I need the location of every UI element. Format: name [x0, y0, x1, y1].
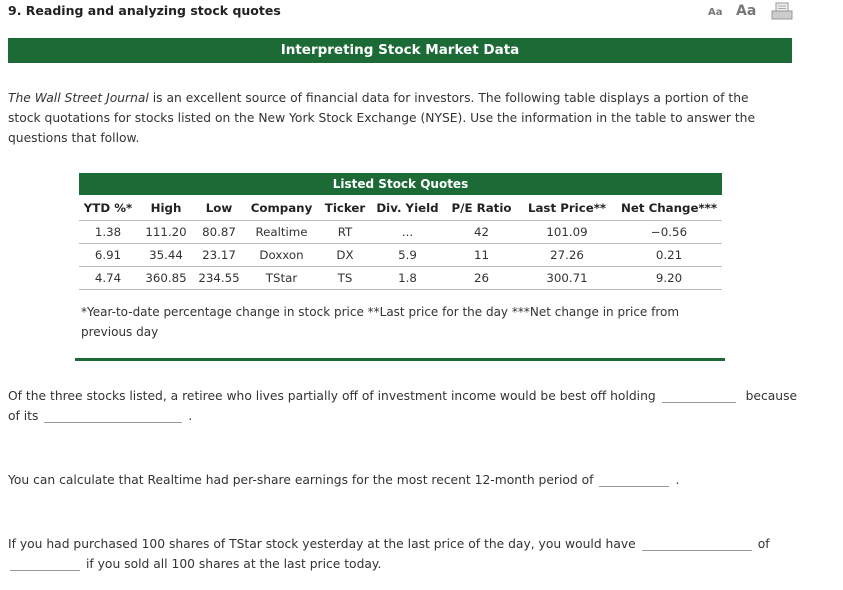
question-1: Of the three stocks listed, a retiree wh… — [8, 386, 798, 426]
table-row: 1.38 111.20 80.87 Realtime RT... 42 101.09 −0.5… — [79, 220, 722, 244]
question-2: You can calculate that Realtime had per-… — [8, 470, 798, 490]
table-cell: 80.87 — [195, 220, 243, 244]
table-body: 1.38 111.20 80.87 Realtime RT... 42 101.09 −0.5… — [79, 220, 722, 290]
table-cell: 23.17 — [195, 243, 243, 267]
table-cell: 360.85 — [137, 266, 195, 290]
table-cell: 27.26 — [518, 243, 616, 267]
column-header: P/E Ratio — [451, 200, 512, 215]
table-cell: DX — [320, 243, 370, 267]
table-cell: TS — [320, 266, 370, 290]
table-cell: 11 — [445, 243, 518, 267]
print-icon[interactable] — [771, 2, 793, 22]
table-cell: 111.20 — [137, 220, 195, 244]
question-3: If you had purchased 100 shares of TStar… — [8, 534, 798, 574]
table-row: 4.74 360.85 234.55 TStar TS 1.8 26 300.71 9.20 — [79, 266, 722, 290]
stock-table: YTD %* High Low Company Ticker Div. Yield P/E … — [79, 195, 722, 290]
table-cell: 42 — [445, 220, 518, 244]
table-cell: 35.44 — [137, 243, 195, 267]
column-header: Low — [205, 200, 233, 215]
table-cell: Doxxon — [243, 243, 320, 267]
q-text: of its — [8, 409, 39, 423]
q-text: If you had purchased 100 shares of TStar… — [8, 537, 636, 551]
q-text: . — [188, 409, 193, 423]
table-cell: −0.56 — [616, 220, 722, 244]
answer-blank[interactable] — [661, 388, 736, 403]
table-cell: 0.21 — [616, 243, 722, 267]
table-cell: 101.09 — [518, 220, 616, 244]
header-row: YTD %* High Low Company Ticker Div. Yield P/E … — [79, 195, 722, 221]
table-cell: Realtime — [243, 220, 320, 244]
column-header: Last Price** — [527, 200, 607, 215]
banner: Interpreting Stock Market Data — [8, 38, 792, 63]
column-header: High — [150, 200, 182, 215]
table-cell: 1.38 — [79, 220, 137, 244]
table-cell: 5.9 — [370, 243, 445, 267]
source: The Wall Street Journal — [8, 91, 149, 105]
q-text: because — [745, 389, 798, 403]
footnote: *Year-to-date percentage change in stock… — [81, 305, 680, 339]
table-cell: 4.74 — [79, 266, 137, 290]
column-header: Div. Yield — [376, 200, 439, 215]
q-text: of — [757, 537, 770, 551]
answer-blank[interactable] — [641, 536, 752, 551]
table-cell: 1.8 — [370, 266, 445, 290]
intro: The Wall Street Journal is an excellent … — [8, 88, 783, 148]
column-header: Net Change*** — [621, 200, 717, 215]
answer-blank[interactable] — [44, 408, 183, 423]
table-caption: Listed Stock Quotes — [79, 173, 722, 195]
column-header: Ticker — [324, 200, 366, 215]
table-row: 6.91 35.44 23.17 Doxxon DX 5.9 11 27.26 0.21 — [79, 243, 722, 267]
font-larger[interactable]: Aa — [736, 3, 757, 19]
table-cell: 26 — [445, 266, 518, 290]
q-text: if you sold all 100 shares at the last p… — [86, 557, 382, 571]
column-header: YTD %* — [83, 200, 133, 215]
table-cell: 300.71 — [518, 266, 616, 290]
table-cell: RT — [320, 220, 370, 244]
column-header: Company — [250, 200, 313, 215]
answer-blank[interactable] — [599, 472, 670, 487]
table-cell: TStar — [243, 266, 320, 290]
table-cell: 234.55 — [195, 266, 243, 290]
stock-table-box: Listed Stock Quotes YTD %* High Low Company… — [79, 173, 722, 290]
q-text: . — [675, 473, 680, 487]
table-cell: 9.20 — [616, 266, 722, 290]
q-text: Of the three stocks listed, a retiree wh… — [8, 389, 656, 403]
intro-text: is an excellent source of financial data… — [8, 91, 756, 145]
divider — [75, 358, 725, 361]
table-cell: 6.91 — [79, 243, 137, 267]
answer-blank[interactable] — [10, 556, 80, 571]
q-text: You can calculate that Realtime had per-… — [8, 473, 594, 487]
table-cell: ... — [370, 220, 445, 244]
question-title: 9. Reading and analyzing stock quotes — [8, 3, 281, 18]
font-smaller[interactable]: Aa — [708, 7, 723, 18]
